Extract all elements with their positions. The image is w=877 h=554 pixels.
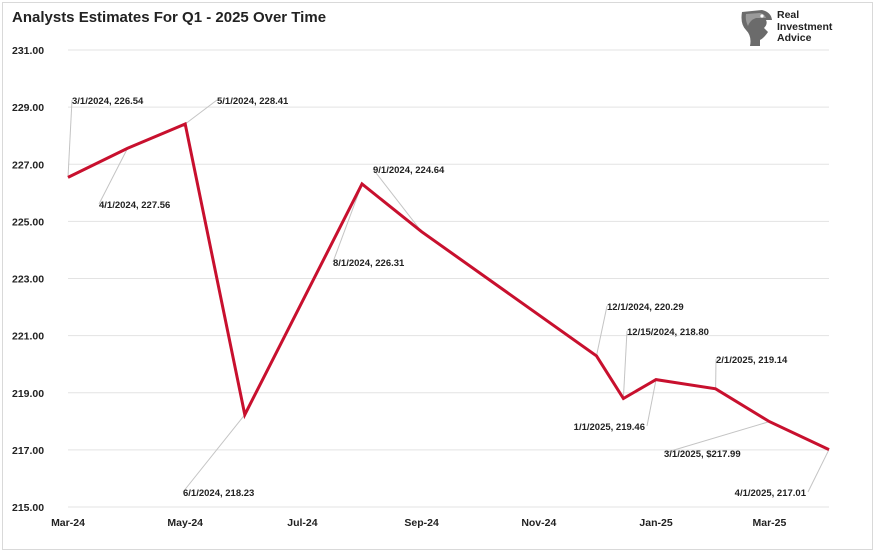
data-label: 9/1/2024, 224.64 <box>373 165 445 176</box>
data-label: 6/1/2024, 218.23 <box>183 488 254 499</box>
data-label: 2/1/2025, 219.14 <box>716 355 788 366</box>
logo-line-advice: Advice <box>777 32 812 44</box>
data-label: 5/1/2024, 228.41 <box>217 96 289 107</box>
y-tick-label: 221.00 <box>12 331 44 343</box>
y-tick-label: 217.00 <box>12 445 44 457</box>
x-tick-label: Mar-24 <box>51 517 85 529</box>
x-tick-label: May-24 <box>167 517 203 529</box>
label-leader <box>646 379 657 427</box>
data-label: 3/1/2024, 226.54 <box>72 96 144 107</box>
label-leader <box>332 183 363 263</box>
chart-title: Analysts Estimates For Q1 - 2025 Over Ti… <box>12 9 327 26</box>
data-labels: 3/1/2024, 226.54 4/1/2024, 227.56 5/1/2024… <box>72 96 807 499</box>
logo-line-investment: Investment <box>777 20 833 33</box>
x-tick-label: Sep-24 <box>404 517 439 529</box>
gridlines <box>68 49 829 508</box>
data-label: 12/1/2024, 220.29 <box>607 302 684 313</box>
x-tick-label: Jan-25 <box>639 517 672 529</box>
data-label: 3/1/2025, $217.99 <box>664 449 741 460</box>
y-tick-label: 223.00 <box>12 274 44 286</box>
label-leader <box>184 99 218 125</box>
x-axis: Mar-24 May-24 Jul-24 Sep-24 Nov-24 Jan-25 Mar-… <box>51 517 786 529</box>
y-tick-label: 215.00 <box>12 502 44 514</box>
logo-line-real: Real <box>777 9 800 21</box>
series-line-path <box>67 121 830 451</box>
y-tick-label: 229.00 <box>12 102 44 114</box>
label-leader <box>807 449 830 493</box>
y-tick-label: 225.00 <box>12 216 44 228</box>
series-line <box>67 121 830 451</box>
label-leader <box>663 421 770 454</box>
x-tick-label: Jul-24 <box>287 517 318 529</box>
data-label: 4/1/2024, 227.56 <box>99 200 170 211</box>
label-leader <box>622 330 628 399</box>
label-leader <box>182 414 246 493</box>
y-tick-label: 227.00 <box>12 159 44 171</box>
label-leader <box>372 168 422 232</box>
x-tick-label: Nov-24 <box>521 517 556 529</box>
label-leader <box>98 148 129 205</box>
data-label: 1/1/2025, 219.46 <box>574 422 645 433</box>
logo-text: Real Investment Advice <box>777 9 833 45</box>
data-label: 12/15/2024, 218.80 <box>627 327 709 338</box>
y-tick-label: 231.00 <box>12 45 44 57</box>
eagle-head-icon <box>741 10 772 46</box>
data-label: 4/1/2025, 217.01 <box>735 488 807 499</box>
label-leader-lines <box>67 99 830 493</box>
y-axis: 215.00 217.00 219.00 221.00 223.00 225.00 227.… <box>12 45 44 514</box>
x-tick-label: Mar-25 <box>752 517 786 529</box>
label-leader <box>595 305 608 357</box>
brand-logo: Real Investment Advice <box>738 8 858 48</box>
y-tick-label: 219.00 <box>12 388 44 400</box>
label-leader <box>67 99 73 178</box>
data-label: 8/1/2024, 226.31 <box>333 258 405 269</box>
